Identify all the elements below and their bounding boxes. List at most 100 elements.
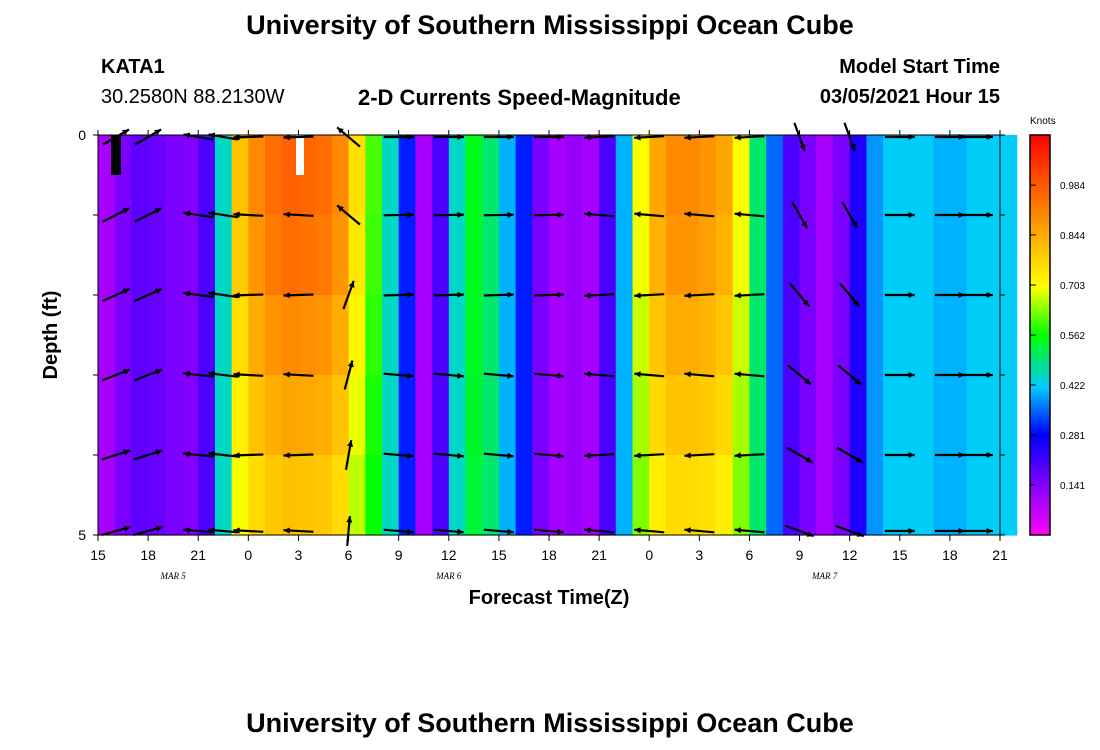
- heatmap-cell: [515, 295, 533, 376]
- heatmap-cell: [782, 375, 801, 456]
- current-arrow: [283, 211, 314, 218]
- heatmap-cell: [849, 455, 867, 536]
- heatmap-cell: [816, 215, 834, 296]
- heatmap-cell: [348, 455, 366, 536]
- current-arrow: [934, 292, 965, 298]
- heatmap-cell: [983, 295, 1001, 376]
- heatmap-cell: [398, 295, 416, 376]
- current-vector-arrows: [101, 122, 993, 546]
- heatmap-cell: [866, 295, 884, 376]
- heatmap-cell: [599, 215, 617, 296]
- heatmap-cell: [749, 375, 767, 456]
- current-arrow: [133, 287, 163, 303]
- heatmap-cell: [832, 215, 851, 296]
- heatmap-cell: [849, 215, 867, 296]
- heatmap-cell: [265, 295, 283, 376]
- heatmap-cell: [899, 135, 918, 156]
- current-arrow: [383, 372, 414, 379]
- heatmap-cell: [599, 135, 617, 156]
- heatmap-cell: [164, 135, 183, 156]
- x-tick-label: 9: [395, 547, 403, 563]
- current-arrow: [789, 282, 811, 308]
- current-arrow: [283, 527, 314, 534]
- heatmap-cell: [849, 295, 867, 376]
- heatmap-cell: [883, 455, 901, 536]
- current-arrow: [534, 372, 564, 379]
- heatmap-cell: [716, 455, 734, 536]
- heatmap-cell: [131, 455, 149, 536]
- heatmap-cell: [482, 455, 500, 536]
- heatmap-cell: [632, 155, 650, 216]
- heatmap-cell: [766, 215, 784, 296]
- heatmap-cell: [148, 135, 166, 156]
- heatmap-cell: [582, 375, 600, 456]
- heatmap-cell: [615, 455, 634, 536]
- heatmap-cell: [782, 135, 801, 156]
- heatmap-cell: [365, 375, 383, 456]
- heatmap-cell: [381, 155, 400, 216]
- heatmap-cell: [214, 215, 233, 296]
- current-arrow: [734, 134, 765, 141]
- heatmap-cell: [231, 215, 249, 296]
- heatmap-cell: [933, 375, 951, 456]
- x-tick-label: 3: [695, 547, 703, 563]
- current-arrow: [934, 372, 965, 378]
- current-arrow: [383, 211, 414, 218]
- heatmap-cell: [415, 375, 433, 456]
- heatmap-cell: [164, 215, 183, 296]
- heatmap-cell: [565, 455, 583, 536]
- current-arrow: [684, 527, 715, 534]
- heatmap-cell: [415, 155, 433, 216]
- current-arrow: [233, 134, 264, 141]
- current-arrow: [183, 451, 214, 458]
- heatmap-cell: [599, 155, 617, 216]
- heatmap-cell: [365, 135, 383, 156]
- current-arrow: [584, 371, 615, 378]
- heatmap-cell: [365, 215, 383, 296]
- colorbar-tick-label: 0.844: [1060, 231, 1085, 242]
- heatmap-cell: [198, 455, 216, 536]
- heatmap-cell: [281, 295, 300, 376]
- current-arrow: [233, 452, 264, 459]
- heatmap-cell: [649, 215, 667, 296]
- heatmap-cell: [181, 295, 199, 376]
- heatmap-cell: [432, 215, 450, 296]
- current-arrow: [791, 201, 809, 229]
- heatmap-cell: [966, 135, 984, 156]
- heatmap-cell: [448, 135, 467, 156]
- heatmap-cell: [465, 455, 483, 536]
- heatmap-cell: [699, 155, 717, 216]
- heatmap-cell: [131, 155, 149, 216]
- heatmap-cell: [732, 155, 751, 216]
- heatmap-cell: [899, 295, 918, 376]
- heatmap-cell: [732, 135, 751, 156]
- heatmap-cell: [682, 295, 700, 376]
- heatmap-cell: [214, 455, 233, 536]
- current-arrow: [383, 291, 414, 298]
- current-arrow: [734, 527, 765, 534]
- x-tick-label: 6: [345, 547, 353, 563]
- current-arrow: [101, 287, 131, 303]
- heatmap-cell: [398, 135, 416, 156]
- heatmap-cell: [916, 155, 934, 216]
- x-tick-label: 15: [491, 547, 507, 563]
- heatmap-cell: [214, 295, 233, 376]
- current-arrow: [483, 528, 514, 535]
- heatmap-cell: [582, 155, 600, 216]
- heatmap-cell: [565, 135, 583, 156]
- x-date-label: MAR 6: [435, 571, 462, 581]
- current-arrow: [533, 291, 565, 298]
- heatmap-cell: [816, 135, 834, 156]
- current-arrow: [183, 210, 214, 219]
- heatmap-cell: [482, 375, 500, 456]
- heatmap-cell: [331, 135, 350, 156]
- heatmap-cell: [849, 375, 867, 456]
- heatmap-cell: [782, 455, 801, 536]
- heatmap-cell: [565, 155, 583, 216]
- current-arrow: [101, 368, 131, 382]
- current-arrow: [684, 211, 715, 218]
- heatmap-cell: [331, 155, 350, 216]
- heatmap-cell: [732, 375, 751, 456]
- heatmap-cell: [515, 135, 533, 156]
- current-arrow: [208, 451, 239, 458]
